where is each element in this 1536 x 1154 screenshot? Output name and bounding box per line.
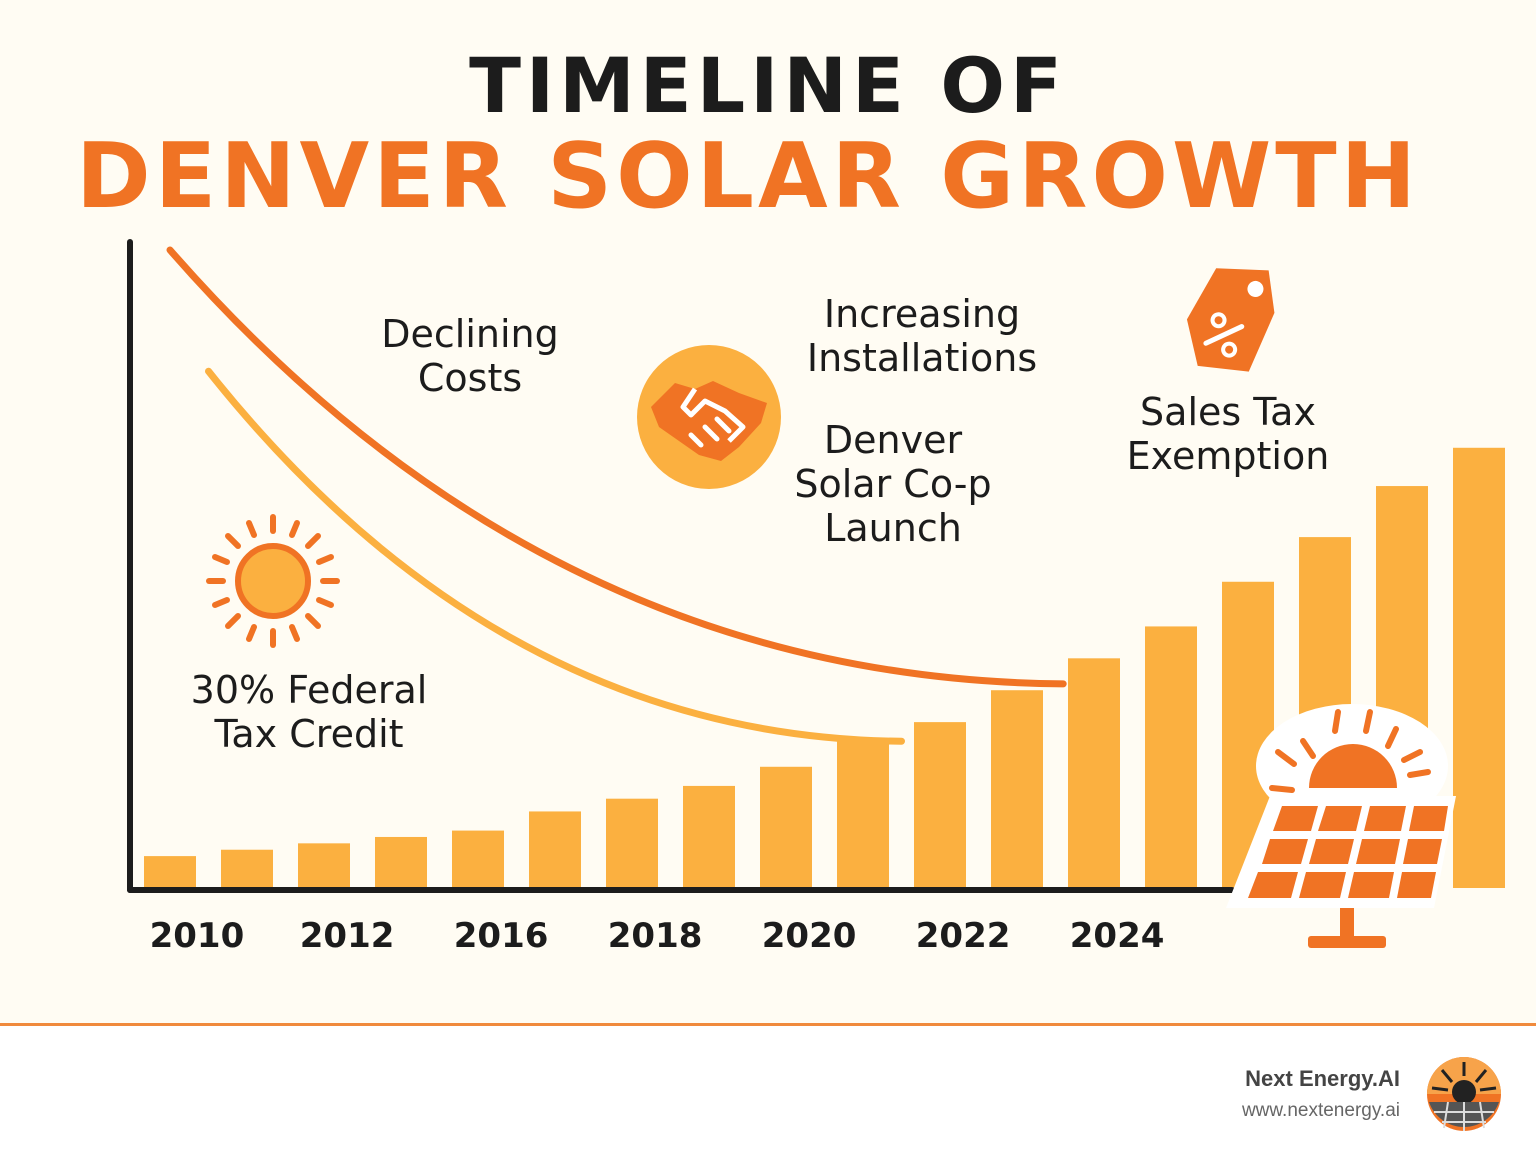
trend-lines-group xyxy=(166,246,1067,745)
solar-panel-icon xyxy=(1226,704,1456,948)
bar-5 xyxy=(529,811,581,888)
footer xyxy=(0,1026,1536,1154)
x-tick-label: 2018 xyxy=(607,916,703,956)
coop-launch-label: Denver Solar Co-p Launch xyxy=(794,418,992,550)
x-tick-label: 2012 xyxy=(299,916,395,956)
bar-4 xyxy=(452,830,504,888)
brand-logo-icon xyxy=(1427,1057,1501,1131)
sales-tax-exemption-label: Sales Tax Exemption xyxy=(1126,390,1330,478)
bar-9 xyxy=(837,741,889,888)
increasing-installations-label: Increasing Installations xyxy=(806,292,1038,380)
x-tick-label: 2010 xyxy=(149,916,245,956)
cost-line-upper xyxy=(166,246,1067,688)
bar-0 xyxy=(144,856,196,888)
bar-12 xyxy=(1068,658,1120,888)
title-line-1: TIMELINE OF xyxy=(469,41,1067,130)
bar-3 xyxy=(375,836,427,888)
percent-tag-icon xyxy=(1186,268,1275,372)
handshake-icon xyxy=(637,345,781,489)
title-line-2: DENVER SOLAR GROWTH xyxy=(76,124,1420,229)
x-tick-label: 2022 xyxy=(915,916,1011,956)
bars-group xyxy=(144,447,1505,888)
footer-divider xyxy=(0,1023,1536,1026)
x-tick-label: 2016 xyxy=(453,916,549,956)
bar-7 xyxy=(683,785,735,888)
declining-costs-label: Declining Costs xyxy=(381,312,559,400)
solar-growth-chart xyxy=(127,239,1505,948)
bar-17 xyxy=(1453,447,1505,888)
bar-11 xyxy=(991,690,1043,888)
cost-line-lower xyxy=(205,367,905,745)
bar-2 xyxy=(298,843,350,888)
brand-name: Next Energy.AI xyxy=(1245,1066,1400,1091)
bar-8 xyxy=(760,766,812,888)
bar-13 xyxy=(1145,626,1197,888)
federal-tax-credit-label: 30% Federal Tax Credit xyxy=(190,668,428,756)
bar-10 xyxy=(914,722,966,888)
sun-icon xyxy=(206,514,340,648)
bar-6 xyxy=(606,798,658,888)
bar-1 xyxy=(221,849,273,888)
brand-url: www.nextenergy.ai xyxy=(1241,1100,1400,1121)
x-tick-label: 2024 xyxy=(1069,916,1165,956)
x-tick-label: 2020 xyxy=(761,916,857,956)
